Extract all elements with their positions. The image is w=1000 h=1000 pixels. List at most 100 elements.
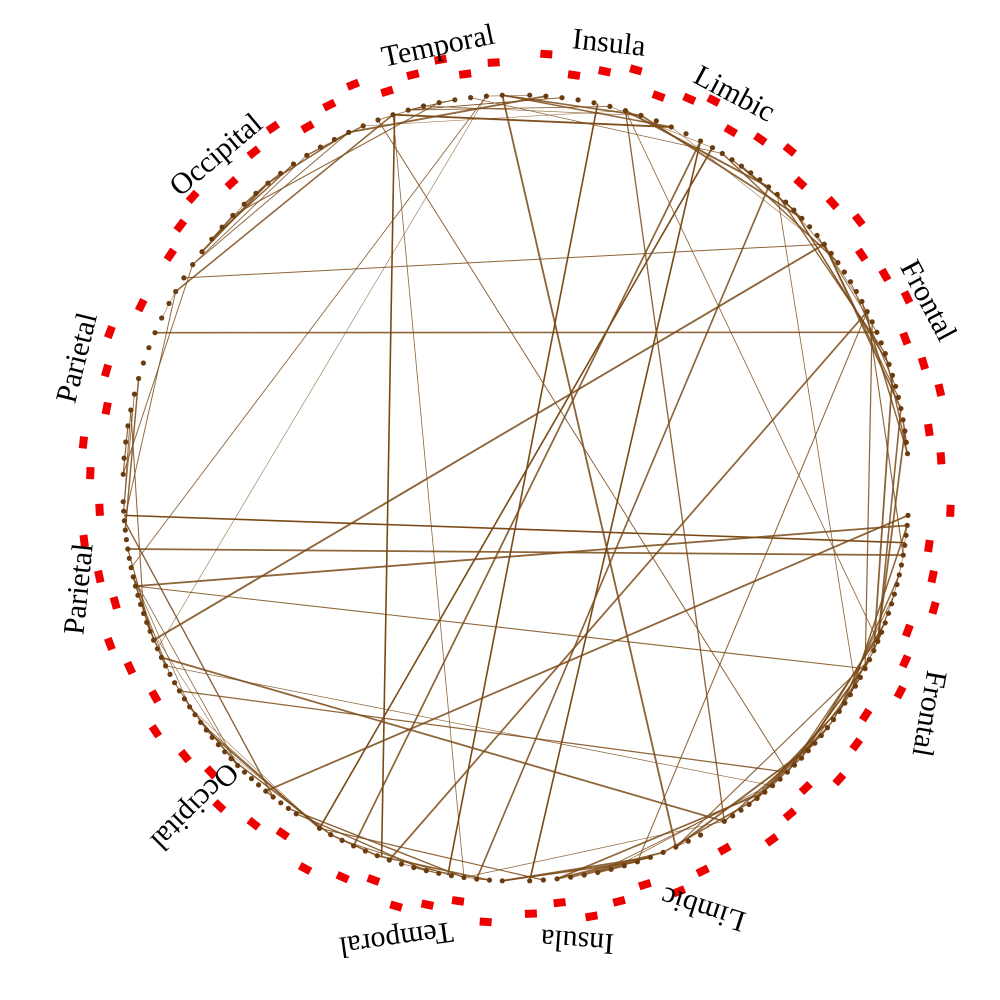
significance-marker	[782, 143, 797, 157]
region-node	[784, 769, 791, 775]
region-node	[448, 873, 454, 879]
connection-edge	[636, 311, 868, 863]
region-node	[230, 212, 236, 218]
region-node	[125, 546, 131, 552]
significance-marker	[936, 452, 946, 465]
region-node	[423, 868, 429, 874]
region-node	[898, 405, 904, 412]
significance-marker	[265, 120, 281, 135]
label-parietal-lower: Parietal	[57, 542, 99, 637]
significance-marker	[717, 842, 732, 856]
region-node	[812, 740, 818, 746]
region-node	[173, 288, 179, 295]
significance-marker	[629, 64, 643, 76]
connection-edge	[377, 119, 788, 773]
significance-marker	[924, 539, 934, 553]
connection-edge	[157, 95, 487, 649]
region-node	[729, 157, 735, 163]
region-node	[607, 103, 613, 109]
region-node	[181, 275, 187, 281]
region-node	[241, 201, 247, 207]
significance-marker	[86, 466, 95, 480]
region-node	[777, 776, 783, 782]
region-node	[126, 555, 132, 561]
connection-edge	[800, 622, 886, 759]
region-node	[871, 648, 877, 654]
region-node	[209, 734, 215, 741]
region-node	[228, 756, 234, 762]
region-node	[527, 92, 533, 98]
long-range-edge	[318, 147, 714, 829]
significance-marker	[185, 189, 200, 205]
significance-marker	[899, 331, 912, 346]
region-node	[862, 666, 868, 672]
significance-marker	[902, 623, 914, 638]
region-node	[125, 423, 131, 429]
region-node	[222, 749, 228, 755]
connection-edge	[850, 281, 897, 387]
region-node	[339, 837, 345, 844]
connection-edge	[864, 321, 873, 669]
significance-marker	[798, 780, 813, 796]
region-node	[828, 250, 834, 256]
region-node	[121, 455, 127, 461]
significance-marker	[148, 689, 162, 704]
connection-edge	[334, 132, 349, 140]
connection-edge	[179, 690, 788, 773]
region-node	[163, 663, 169, 669]
region-node	[766, 184, 772, 190]
significance-marker	[322, 98, 337, 112]
region-node	[774, 191, 780, 197]
region-node	[362, 848, 368, 854]
region-node	[559, 95, 565, 101]
connection-edge	[165, 665, 773, 787]
significance-marker	[366, 874, 381, 886]
connection-edge	[849, 525, 908, 695]
significance-marker	[148, 723, 163, 739]
connection-edge	[192, 154, 308, 265]
region-node	[783, 199, 789, 205]
significance-marker	[782, 807, 797, 822]
significance-marker	[101, 401, 112, 416]
region-node	[304, 152, 310, 158]
region-node	[144, 619, 150, 626]
region-node	[122, 527, 128, 533]
significance-marker	[651, 90, 666, 102]
region-node	[140, 360, 146, 366]
significance-marker	[104, 325, 116, 340]
region-node	[248, 776, 255, 782]
region-node	[141, 610, 147, 617]
region-node	[486, 877, 493, 883]
region-node	[836, 708, 842, 715]
region-node	[748, 170, 754, 176]
label-temporal-right: Temporal	[337, 915, 455, 964]
region-node	[468, 95, 474, 101]
connection-edge	[123, 291, 177, 521]
connection-edge	[183, 243, 825, 279]
region-node	[499, 92, 505, 98]
label-insula-left: Insula	[571, 22, 647, 62]
region-node	[894, 581, 900, 588]
significance-marker	[928, 601, 940, 615]
connection-edge	[135, 585, 866, 670]
connection-edge	[377, 854, 490, 881]
region-node	[886, 361, 892, 367]
connection-edge	[135, 524, 908, 588]
region-node	[697, 138, 704, 144]
region-node	[821, 241, 827, 247]
region-node	[128, 565, 134, 571]
region-node	[386, 857, 392, 863]
label-temporal-left: Temporal	[379, 18, 498, 74]
connection-edge	[556, 851, 664, 880]
connection-edge	[408, 105, 610, 111]
region-node	[278, 800, 284, 806]
connection-edge	[786, 631, 883, 773]
region-node	[660, 849, 666, 856]
region-node	[852, 683, 859, 689]
long-range-edge	[380, 114, 396, 858]
region-node	[904, 451, 911, 457]
significance-marker	[706, 94, 721, 107]
connection-edge	[776, 194, 886, 354]
significance-marker	[297, 862, 313, 875]
region-node	[841, 269, 847, 275]
